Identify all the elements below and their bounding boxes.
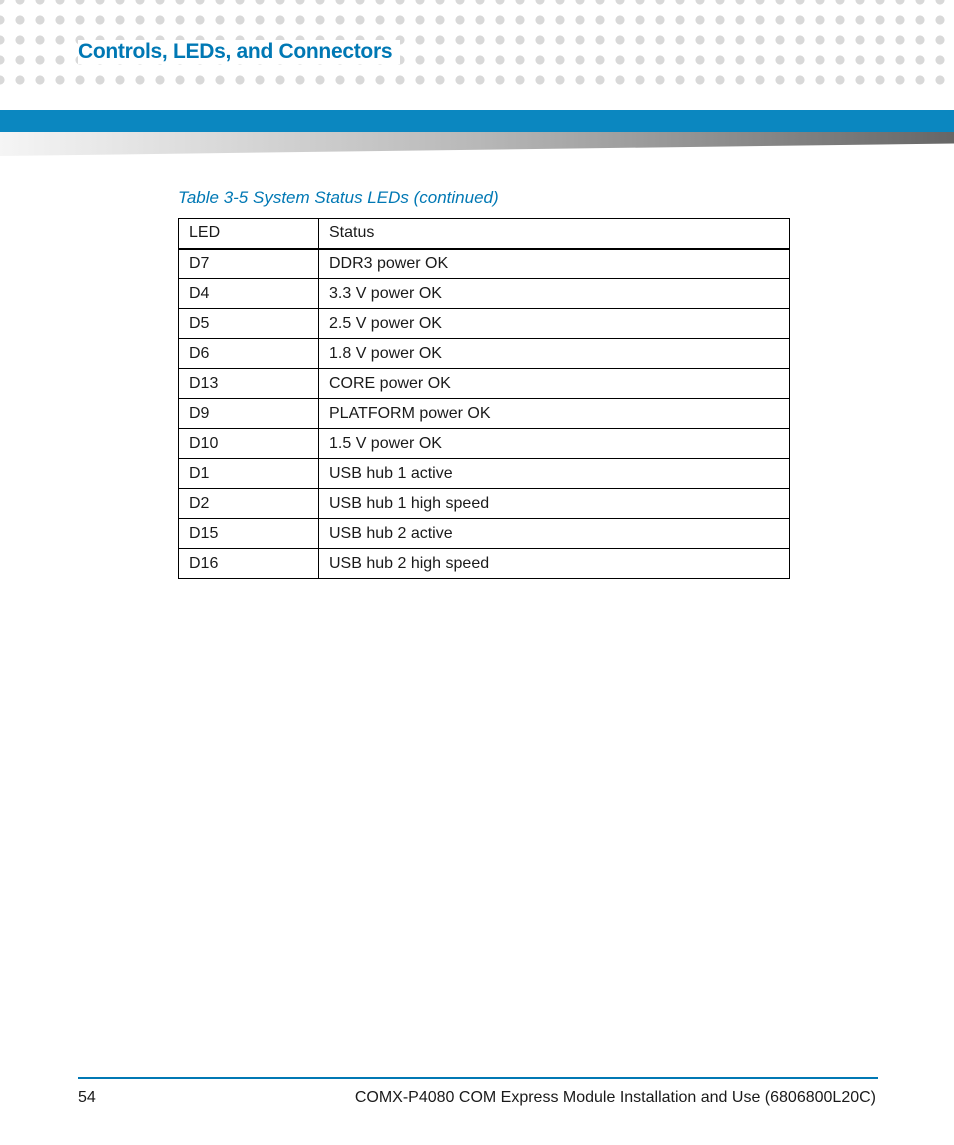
table-header-row: LED Status bbox=[179, 219, 790, 249]
table-header-led: LED bbox=[179, 219, 319, 249]
header-gradient-bar bbox=[0, 132, 954, 156]
table-row: D61.8 V power OK bbox=[179, 339, 790, 369]
footer-rule bbox=[78, 1077, 878, 1079]
table-body: D7DDR3 power OKD43.3 V power OKD52.5 V p… bbox=[179, 249, 790, 579]
cell-status: USB hub 1 high speed bbox=[319, 489, 790, 519]
page-number: 54 bbox=[78, 1089, 96, 1107]
table-row: D52.5 V power OK bbox=[179, 309, 790, 339]
cell-led: D5 bbox=[179, 309, 319, 339]
cell-led: D9 bbox=[179, 399, 319, 429]
cell-status: 3.3 V power OK bbox=[319, 279, 790, 309]
cell-status: DDR3 power OK bbox=[319, 249, 790, 279]
cell-status: PLATFORM power OK bbox=[319, 399, 790, 429]
table-row: D101.5 V power OK bbox=[179, 429, 790, 459]
section-title: Controls, LEDs, and Connectors bbox=[78, 40, 400, 64]
cell-status: 2.5 V power OK bbox=[319, 309, 790, 339]
footer-doc-title: COMX-P4080 COM Express Module Installati… bbox=[355, 1089, 876, 1107]
cell-led: D4 bbox=[179, 279, 319, 309]
cell-led: D10 bbox=[179, 429, 319, 459]
cell-led: D2 bbox=[179, 489, 319, 519]
cell-status: CORE power OK bbox=[319, 369, 790, 399]
cell-led: D6 bbox=[179, 339, 319, 369]
table-row: D2USB hub 1 high speed bbox=[179, 489, 790, 519]
table-row: D1USB hub 1 active bbox=[179, 459, 790, 489]
table-row: D13CORE power OK bbox=[179, 369, 790, 399]
table-header-status: Status bbox=[319, 219, 790, 249]
system-status-leds-table: LED Status D7DDR3 power OKD43.3 V power … bbox=[178, 218, 790, 579]
cell-status: USB hub 1 active bbox=[319, 459, 790, 489]
cell-status: 1.5 V power OK bbox=[319, 429, 790, 459]
cell-status: USB hub 2 active bbox=[319, 519, 790, 549]
cell-led: D7 bbox=[179, 249, 319, 279]
table-row: D16USB hub 2 high speed bbox=[179, 549, 790, 579]
cell-status: 1.8 V power OK bbox=[319, 339, 790, 369]
table-row: D7DDR3 power OK bbox=[179, 249, 790, 279]
cell-led: D1 bbox=[179, 459, 319, 489]
header-blue-bar bbox=[0, 110, 954, 132]
table-row: D9PLATFORM power OK bbox=[179, 399, 790, 429]
cell-led: D16 bbox=[179, 549, 319, 579]
table-row: D15USB hub 2 active bbox=[179, 519, 790, 549]
table-caption: Table 3-5 System Status LEDs (continued) bbox=[178, 188, 499, 208]
cell-status: USB hub 2 high speed bbox=[319, 549, 790, 579]
cell-led: D13 bbox=[179, 369, 319, 399]
cell-led: D15 bbox=[179, 519, 319, 549]
table-row: D43.3 V power OK bbox=[179, 279, 790, 309]
